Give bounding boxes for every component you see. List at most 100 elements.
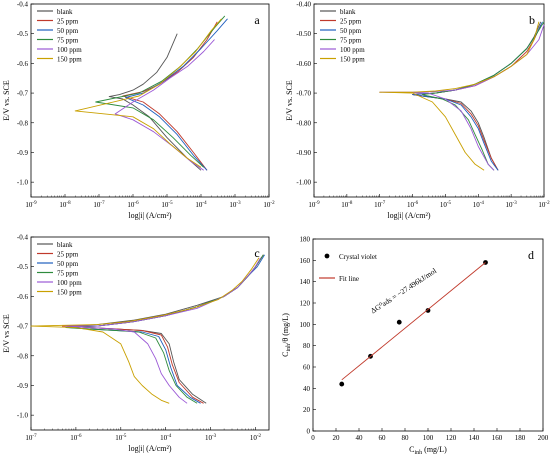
y-tick-label: 60 [303, 364, 311, 372]
x-tick-label: 160 [492, 434, 503, 442]
x-axis-label: log|i| (A/cm²) [128, 211, 171, 220]
legend-label: 100 ppm [57, 279, 82, 287]
y-tick-label: -0.5 [17, 30, 29, 38]
x-tick-label: 10-2 [250, 434, 262, 442]
y-tick-label: -0.8 [17, 119, 29, 127]
plot-frame [30, 236, 270, 431]
y-tick-label: -0.6 [17, 60, 29, 68]
series-line [412, 21, 542, 171]
y-tick-label: -0.7 [17, 90, 29, 98]
panel-label: b [529, 13, 535, 27]
y-tick-label: -0.70 [296, 90, 311, 98]
legend-label: blank [340, 8, 356, 16]
series-line [114, 39, 215, 171]
data-point [396, 319, 402, 325]
y-axis-label: E/V vs SCE [2, 314, 11, 353]
panel-a: 10-9 10-8 10-7 10-6 10-5 10-4 10-3 10-2 -1.0 -0.9… [2, 1, 275, 221]
x-tick-label: 10-9 [308, 201, 320, 209]
y-axis-label: E/V vs. SCE [2, 80, 11, 121]
plot-frame [30, 3, 270, 198]
panel-d: 0 20 40 60 80 100 120 140 160 180 200 0 20 40 60 80 100 1… [281, 236, 549, 457]
legend-label: blank [57, 8, 73, 16]
series-line [379, 21, 540, 171]
legend-label: 75 ppm [340, 37, 362, 45]
x-tick-label: 100 [423, 434, 434, 442]
x-tick-label: 10-4 [473, 201, 485, 209]
legend-marker [324, 253, 330, 259]
y-tick-label: -1.00 [296, 179, 311, 187]
y-tick-label: 140 [300, 278, 311, 286]
series-line [65, 257, 261, 404]
x-tick-label: 10-6 [127, 201, 139, 209]
x-tick-label: 10-7 [93, 201, 105, 209]
series-line [65, 254, 264, 404]
x-tick-label: 10-3 [229, 201, 241, 209]
y-tick-label: -0.90 [296, 149, 311, 157]
x-axis-label: Cinh (mg/L) [409, 445, 447, 456]
series-line [341, 262, 486, 381]
x-tick-label: 10-5 [115, 434, 127, 442]
y-tick-label: 20 [303, 406, 311, 414]
panel-label: d [528, 248, 534, 262]
y-tick-label: 40 [303, 385, 311, 393]
plot-frame [313, 3, 545, 198]
y-tick-label: -0.50 [296, 30, 311, 38]
legend-label: 50 ppm [340, 27, 362, 35]
y-axis-label: Cinh/θ (mg/L) [281, 313, 292, 357]
fit-annotation: ΔG⁰ads = −27.496kJ/mol [369, 266, 438, 315]
x-tick-label: 0 [311, 434, 315, 442]
legend-label: 50 ppm [57, 260, 79, 268]
x-axis-label: log|i| (A/cm²) [387, 211, 430, 220]
x-tick-label: 10-7 [25, 434, 37, 442]
y-tick-label: -0.80 [296, 119, 311, 127]
legend-label: 150 ppm [340, 56, 365, 64]
x-tick-label: 180 [515, 434, 526, 442]
y-tick-label: -1.0 [17, 412, 29, 420]
series-line [30, 257, 260, 404]
series-line [412, 21, 543, 171]
x-tick-label: 40 [356, 434, 364, 442]
y-axis-label: E/V vs. SCE [285, 80, 294, 121]
y-tick-label: -1.0 [17, 179, 29, 187]
y-tick-label: 160 [300, 257, 311, 265]
x-tick-label: 20 [333, 434, 341, 442]
series-line [422, 21, 545, 171]
y-tick-label: -0.5 [17, 263, 29, 271]
y-tick-label: 180 [300, 236, 311, 244]
x-tick-label: 10-9 [25, 201, 37, 209]
x-tick-label: 200 [538, 434, 549, 442]
x-tick-label: 120 [446, 434, 457, 442]
y-tick-label: -0.40 [296, 1, 311, 9]
legend-label: 75 ppm [57, 270, 79, 278]
data-point [425, 308, 431, 313]
legend-label: 100 ppm [340, 46, 365, 54]
x-tick-label: 10-2 [263, 201, 275, 209]
y-tick-label: -0.60 [296, 60, 311, 68]
x-tick-label: 10-8 [341, 201, 353, 209]
x-tick-label: 140 [469, 434, 480, 442]
plot-frame [312, 238, 544, 432]
series-line [108, 33, 202, 171]
x-tick-label: 10-8 [59, 201, 71, 209]
y-tick-label: -0.4 [17, 234, 29, 242]
panel-c: 10-7 10-6 10-5 10-4 10-3 10-2 -1.0 -0.9 -0.8 -0.7… [2, 234, 270, 453]
data-point [339, 381, 345, 387]
panel-label: c [254, 246, 259, 260]
y-tick-label: -0.6 [17, 293, 29, 301]
y-tick-label: 100 [300, 321, 311, 329]
y-tick-label: -0.9 [17, 382, 29, 390]
x-tick-label: 80 [402, 434, 410, 442]
x-tick-label: 10-4 [160, 434, 172, 442]
panel-label: a [254, 13, 260, 27]
legend-label: blank [57, 241, 73, 249]
x-tick-label: 10-6 [407, 201, 419, 209]
series-line [125, 18, 228, 171]
y-tick-label: 120 [300, 300, 311, 308]
series-line [379, 24, 545, 171]
y-tick-label: -0.7 [17, 323, 29, 331]
legend-label: 25 ppm [340, 18, 362, 26]
legend-label: Crystal violet [339, 253, 377, 261]
y-tick-label: 80 [303, 342, 311, 350]
x-tick-label: 10-5 [161, 201, 173, 209]
